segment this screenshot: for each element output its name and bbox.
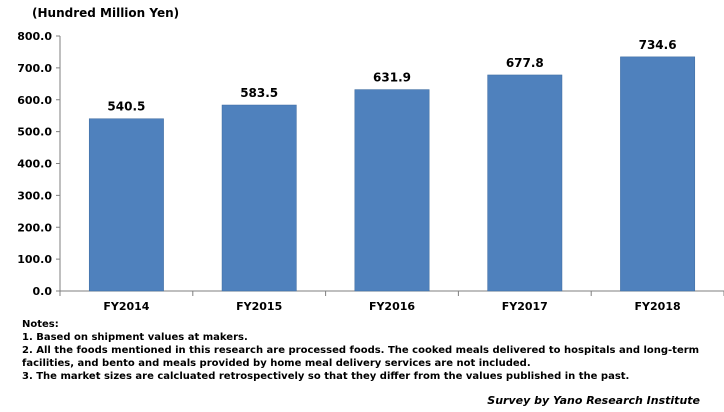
y-tick-label: 500.0 [17,126,52,139]
note-3: 3. The market sizes are calcluated retro… [22,371,630,382]
x-tick-label: FY2015 [236,300,282,313]
bar [221,104,297,292]
x-tick-label: FY2018 [635,300,681,313]
bar-value-label: 631.9 [373,71,411,85]
y-tick-label: 400.0 [17,158,52,171]
source-credit: Survey by Yano Research Institute [487,394,700,407]
chart-bars [88,56,696,292]
x-tick-label: FY2016 [369,300,415,313]
chart-labels: 540.5 FY2014 583.5 FY2015 631.9 FY2016 677.8 FY… [103,38,680,313]
x-tick-label: FY2017 [502,300,548,313]
x-tick-label: FY2014 [103,300,149,313]
y-tick-label: 200.0 [17,221,52,234]
y-tick-label: 600.0 [17,94,52,107]
y-tick-label: 0.0 [33,285,53,298]
y-tick-label: 700.0 [17,62,52,75]
notes-heading: Notes: [22,319,59,330]
bar [88,118,164,292]
chart-axes: 0.0 100.0 200.0 300.0 400.0 500.0 600.0 700.0 80… [17,30,724,298]
y-tick-label: 800.0 [17,30,52,43]
bar [354,89,430,292]
note-2: 2. All the foods mentioned in this resea… [22,345,700,369]
y-tick-label: 100.0 [17,253,52,266]
bar-chart: 0.0 100.0 200.0 300.0 400.0 500.0 600.0 700.0 80… [17,30,724,313]
bar-value-label: 734.6 [639,38,677,52]
bar [487,74,563,292]
bar-value-label: 583.5 [240,86,278,100]
bar-value-label: 677.8 [506,56,544,70]
notes-block: Notes: 1. Based on shipment values at ma… [22,318,712,383]
y-tick-label: 300.0 [17,189,52,202]
y-axis-unit-label: (Hundred Million Yen) [32,6,180,20]
bar [620,56,696,292]
bar-value-label: 540.5 [107,100,145,114]
note-1: 1. Based on shipment values at makers. [22,332,248,343]
